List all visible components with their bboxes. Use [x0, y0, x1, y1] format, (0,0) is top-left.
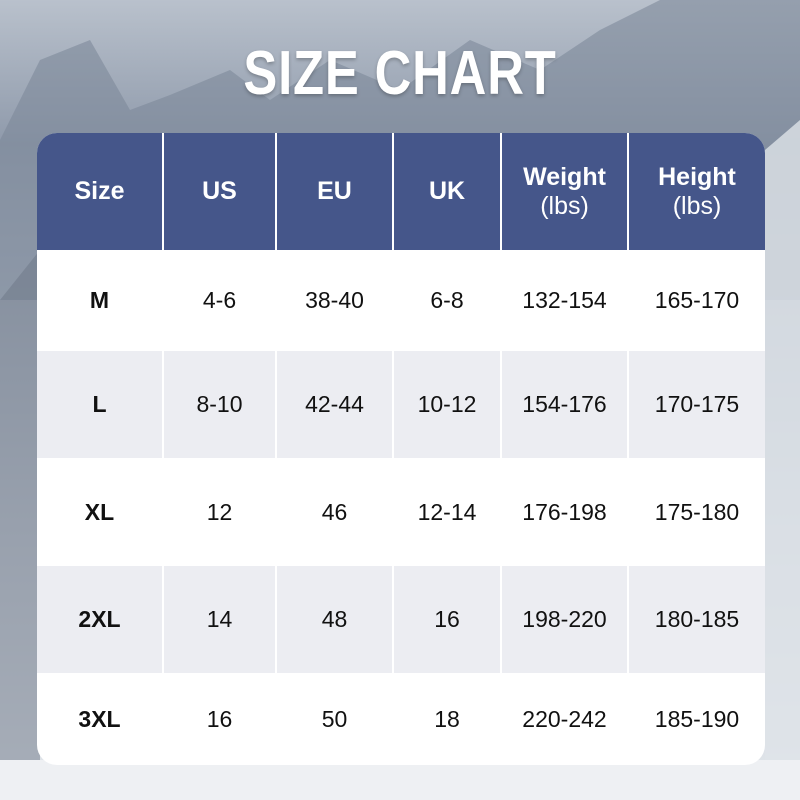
table-cell: 165-170: [627, 250, 765, 351]
page-title: SIZE CHART: [243, 39, 557, 108]
table-cell: 8-10: [162, 351, 275, 458]
column-header: Weight (lbs): [500, 133, 627, 250]
size-cell: 3XL: [78, 705, 121, 732]
table-cell: 198-220: [500, 566, 627, 673]
table-cell: 46: [275, 458, 392, 566]
size-cell: XL: [84, 498, 115, 525]
table-cell: 10-12: [392, 351, 500, 458]
header-unit: (lbs): [540, 191, 589, 220]
table-cell: 48: [275, 566, 392, 673]
size-cell: M: [89, 287, 110, 313]
header-label: Size: [74, 177, 125, 205]
table-cell: 12: [162, 458, 275, 566]
header-label: US: [202, 177, 237, 205]
table-cell: 176-198: [500, 458, 627, 566]
table-cell: 16: [392, 566, 500, 673]
header-unit: (lbs): [672, 191, 722, 220]
column-header: Height (lbs): [627, 133, 765, 250]
table-cell: 38-40: [275, 250, 392, 351]
table-cell: 4-6: [162, 250, 275, 351]
table-cell: 220-242: [500, 673, 627, 765]
column-header: Size: [37, 133, 162, 250]
header-label: Height: [658, 162, 736, 191]
table-cell: 14: [162, 566, 275, 673]
table-cell: 132-154: [500, 250, 627, 351]
column-header: UK: [392, 133, 500, 250]
header-label: EU: [317, 177, 352, 205]
header-label: UK: [428, 177, 466, 205]
size-cell: 2XL: [37, 566, 162, 673]
table-cell: 18: [392, 673, 500, 765]
table-cell: 175-180: [627, 458, 765, 566]
table-cell: 50: [275, 673, 392, 765]
size-cell: L: [37, 351, 162, 458]
table-cell: 6-8: [392, 250, 500, 351]
table-cell: 185-190: [627, 673, 765, 765]
table-cell: 16: [162, 673, 275, 765]
table-cell: 154-176: [500, 351, 627, 458]
table-cell: 170-175: [627, 351, 765, 458]
table-cell: 180-185: [627, 566, 765, 673]
size-chart-table: Size US EU UK Weight (lbs) Height (lbs) M 4-6 38-4…: [37, 133, 765, 765]
header-label: Weight: [523, 162, 606, 191]
table-cell: 42-44: [275, 351, 392, 458]
column-header: EU: [275, 133, 392, 250]
table-cell: 12-14: [392, 458, 500, 566]
column-header: US: [162, 133, 275, 250]
